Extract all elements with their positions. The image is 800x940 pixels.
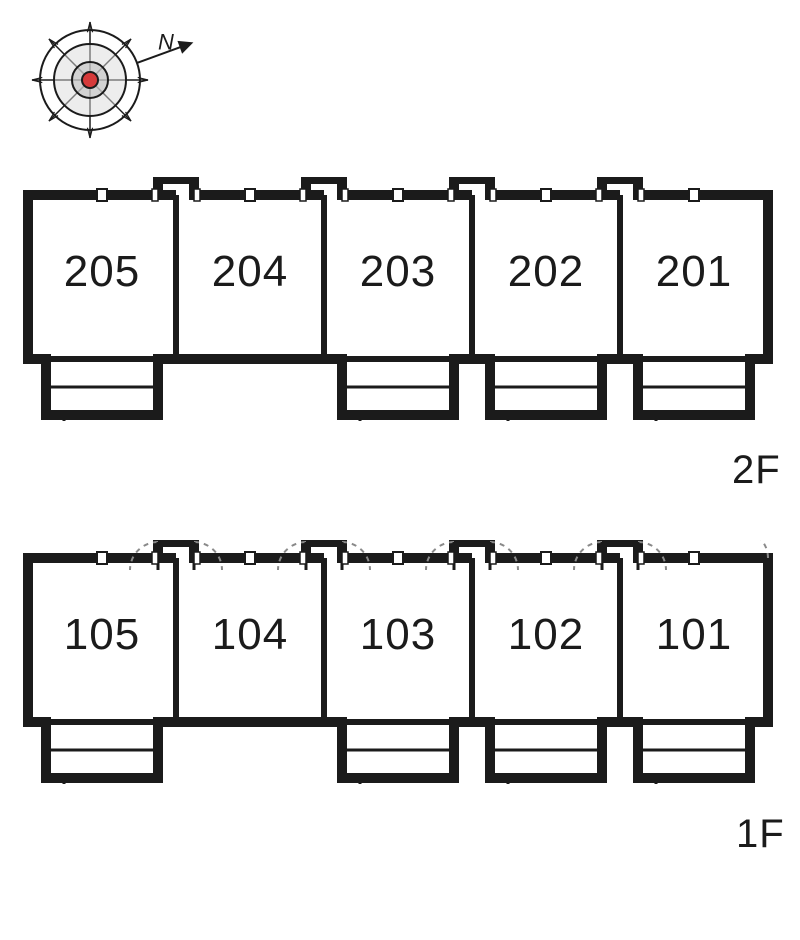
- floorplan-1F: 105 104 103 102 101: [0, 540, 800, 810]
- unit-label-103: 103: [360, 610, 436, 659]
- compass-icon: N: [0, 0, 260, 170]
- unit-label-205: 205: [64, 247, 140, 296]
- unit-label-104: 104: [212, 610, 288, 659]
- unit-label-101: 101: [656, 610, 732, 659]
- unit-label-203: 203: [360, 247, 436, 296]
- floorplan-canvas: N 205 204 203 202 201 105 104 103 102 101 2F 1F: [0, 0, 800, 940]
- floor-label-2f: 2F: [732, 448, 781, 493]
- floor-label-1f: 1F: [736, 812, 785, 857]
- floorplan-2F: 205 204 203 202 201: [0, 177, 800, 447]
- unit-label-202: 202: [508, 247, 584, 296]
- svg-text:N: N: [158, 29, 174, 54]
- unit-label-201: 201: [656, 247, 732, 296]
- unit-label-105: 105: [64, 610, 140, 659]
- unit-label-204: 204: [212, 247, 288, 296]
- unit-label-102: 102: [508, 610, 584, 659]
